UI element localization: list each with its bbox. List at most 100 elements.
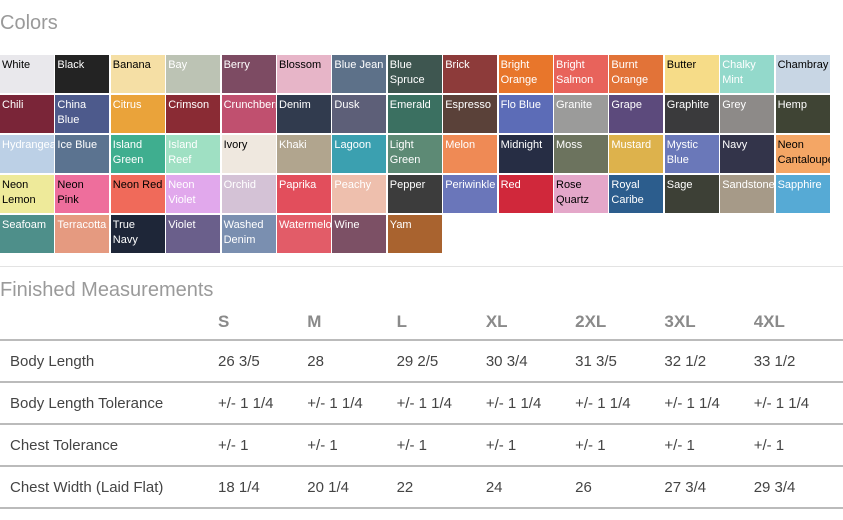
color-swatch: Peachy bbox=[332, 175, 387, 213]
color-swatch: Red bbox=[498, 175, 553, 213]
color-swatch: Terracotta bbox=[55, 215, 110, 253]
color-swatch: Black bbox=[55, 55, 110, 93]
color-swatch: Moss bbox=[554, 135, 608, 173]
table-cell: 26 bbox=[575, 466, 665, 509]
table-row: Body Length Tolerance +/- 1 1/4 +/- 1 1/4 +… bbox=[0, 382, 843, 425]
color-swatch: Khaki bbox=[277, 135, 331, 173]
color-swatch: Dusk bbox=[332, 95, 387, 133]
table-cell: 28 bbox=[307, 340, 397, 383]
color-swatch: Neon Pink bbox=[55, 175, 110, 213]
color-swatch: Neon Lemon bbox=[0, 175, 54, 213]
color-swatch: Paprika bbox=[277, 175, 331, 213]
color-swatch: Denim bbox=[277, 95, 331, 133]
color-swatch: True Navy bbox=[110, 215, 165, 253]
table-body: Body Length 26 3/5 28 29 2/5 30 3/4 31 3/5 32 … bbox=[0, 340, 843, 509]
color-swatch: Island Green bbox=[110, 135, 165, 173]
table-cell: 20 1/4 bbox=[307, 466, 397, 509]
header-cell: L bbox=[396, 305, 486, 341]
color-swatch: Emerald bbox=[387, 95, 442, 133]
color-swatch: Mustard bbox=[609, 135, 664, 173]
color-swatch: Seafoam bbox=[0, 215, 54, 253]
color-swatch: Melon bbox=[443, 135, 498, 173]
row-label: Body Length Tolerance bbox=[0, 382, 218, 425]
table-cell: +/- 1 1/4 bbox=[396, 382, 486, 425]
table-row: Chest Tolerance +/- 1 +/- 1 +/- 1 +/- 1 +/- 1… bbox=[0, 424, 843, 467]
table-cell: +/- 1 bbox=[575, 424, 665, 467]
color-grid: White Black Banana Bay Berry Blossom Blue Jean… bbox=[0, 55, 843, 255]
color-swatch: Berry bbox=[221, 55, 276, 93]
color-swatch: Burnt Orange bbox=[609, 55, 664, 93]
color-swatch: Blue Spruce bbox=[387, 55, 442, 93]
color-swatch: Neon Red bbox=[110, 175, 165, 213]
header-cell: 4XL bbox=[753, 305, 843, 341]
header-cell: 3XL bbox=[664, 305, 754, 341]
table-cell: 31 3/5 bbox=[575, 340, 665, 383]
color-swatch: Chambray bbox=[775, 55, 830, 93]
color-swatch: Espresso bbox=[443, 95, 498, 133]
color-swatch: Chalky Mint bbox=[720, 55, 775, 93]
color-swatch: Light Green bbox=[387, 135, 442, 173]
color-swatch: Hemp bbox=[775, 95, 830, 133]
color-swatch: Wine bbox=[332, 215, 387, 253]
color-swatch: Graphite bbox=[664, 95, 719, 133]
color-swatch: Pepper bbox=[387, 175, 442, 213]
color-swatch: Granite bbox=[554, 95, 608, 133]
header-cell: 2XL bbox=[575, 305, 665, 341]
color-swatch: Blue Jean bbox=[332, 55, 387, 93]
row-label: Body Length bbox=[0, 340, 218, 383]
table-cell: 29 3/4 bbox=[753, 466, 843, 509]
color-swatch: Crimson bbox=[166, 95, 221, 133]
table-cell: +/- 1 1/4 bbox=[575, 382, 665, 425]
color-swatch: Citrus bbox=[110, 95, 165, 133]
table-cell: +/- 1 1/4 bbox=[307, 382, 397, 425]
color-swatch: Mystic Blue bbox=[664, 135, 719, 173]
color-swatch: Grey bbox=[720, 95, 775, 133]
color-swatch: Neon Cantaloupe bbox=[775, 135, 830, 173]
color-swatch: Periwinkle bbox=[443, 175, 498, 213]
color-swatch: Brick bbox=[443, 55, 498, 93]
color-swatch: Sage bbox=[664, 175, 719, 213]
color-swatch: White bbox=[0, 55, 54, 93]
table-cell: 27 3/4 bbox=[664, 466, 754, 509]
color-swatch: Hydrangea bbox=[0, 135, 54, 173]
color-swatch: Grape bbox=[609, 95, 664, 133]
divider bbox=[0, 266, 843, 267]
color-swatch: Navy bbox=[720, 135, 775, 173]
table-cell: +/- 1 1/4 bbox=[485, 382, 576, 425]
color-swatch: China Blue bbox=[55, 95, 110, 133]
table-cell: 32 1/2 bbox=[664, 340, 754, 383]
table-cell: 18 1/4 bbox=[218, 466, 308, 509]
color-swatch: Orchid bbox=[221, 175, 276, 213]
section-title: Finished Measurements bbox=[0, 279, 214, 301]
header-cell: M bbox=[307, 305, 397, 341]
table-cell: 24 bbox=[485, 466, 576, 509]
section-title: Colors bbox=[0, 12, 58, 34]
color-swatch: Midnight bbox=[498, 135, 553, 173]
table-cell: 29 2/5 bbox=[396, 340, 486, 383]
color-swatch: Neon Violet bbox=[166, 175, 221, 213]
color-swatch: Sandstone bbox=[720, 175, 775, 213]
row-label: Chest Tolerance bbox=[0, 424, 218, 467]
table-row: Chest Width (Laid Flat) 18 1/4 20 1/4 22 24 2… bbox=[0, 466, 843, 509]
table-cell: 33 1/2 bbox=[753, 340, 843, 383]
color-swatch: Crunchberry bbox=[221, 95, 276, 133]
table-cell: 26 3/5 bbox=[218, 340, 308, 383]
color-swatch: Lagoon bbox=[332, 135, 387, 173]
color-swatch: Bay bbox=[166, 55, 221, 93]
color-swatch: Watermelon bbox=[277, 215, 331, 253]
color-swatch: Butter bbox=[664, 55, 719, 93]
table-cell: +/- 1 1/4 bbox=[218, 382, 308, 425]
color-swatch: Washed Denim bbox=[221, 215, 276, 253]
header-cell: XL bbox=[485, 305, 576, 341]
table-cell: +/- 1 bbox=[664, 424, 754, 467]
header-row: S M L XL 2XL 3XL 4XL bbox=[0, 305, 843, 341]
color-swatch: Chili bbox=[0, 95, 54, 133]
color-swatch: Banana bbox=[110, 55, 165, 93]
row-label: Chest Width (Laid Flat) bbox=[0, 466, 218, 509]
color-swatch: Island Reef bbox=[166, 135, 221, 173]
table-cell: 30 3/4 bbox=[485, 340, 576, 383]
table-cell: +/- 1 bbox=[753, 424, 843, 467]
color-swatch: Ivory bbox=[221, 135, 276, 173]
color-swatch: Sapphire bbox=[775, 175, 830, 213]
